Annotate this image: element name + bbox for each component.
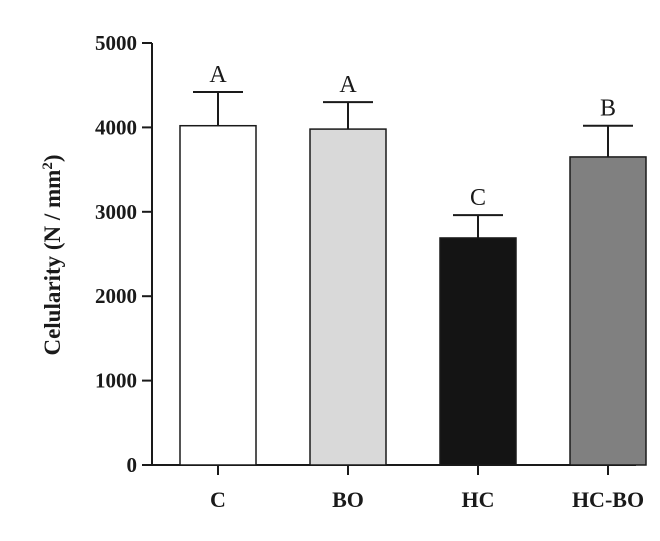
y-tick-label: 2000 — [95, 284, 137, 308]
y-tick-label: 5000 — [95, 31, 137, 55]
x-tick-label: HC-BO — [572, 487, 644, 512]
y-axis: 0 1000 2000 3000 4000 5000 — [95, 31, 153, 477]
y-tick-label: 0 — [127, 453, 138, 477]
y-axis-title: Celularity (N / mm2) — [40, 154, 65, 355]
significance-label: A — [339, 72, 357, 98]
bar — [179, 124, 257, 466]
y-axis-title-end: ) — [40, 154, 65, 162]
y-axis-title-superscript: 2 — [40, 162, 56, 170]
significance-label: B — [600, 96, 616, 122]
y-tick-label: 1000 — [95, 369, 137, 393]
bar — [309, 128, 387, 466]
x-axis — [152, 464, 636, 475]
significance-label: C — [470, 185, 486, 211]
y-axis-title-main: Celularity (N / mm — [40, 170, 65, 356]
y-tick-label: 3000 — [95, 200, 137, 224]
bars: A A C B — [179, 62, 647, 466]
y-tick-label: 4000 — [95, 115, 137, 139]
category-labels: C BO HC HC-BO — [210, 487, 644, 512]
x-tick-label: C — [210, 487, 226, 512]
x-tick-label: BO — [332, 487, 364, 512]
significance-label: A — [209, 62, 227, 88]
x-tick-label: HC — [462, 487, 495, 512]
bar — [439, 237, 517, 466]
bar — [569, 156, 647, 466]
